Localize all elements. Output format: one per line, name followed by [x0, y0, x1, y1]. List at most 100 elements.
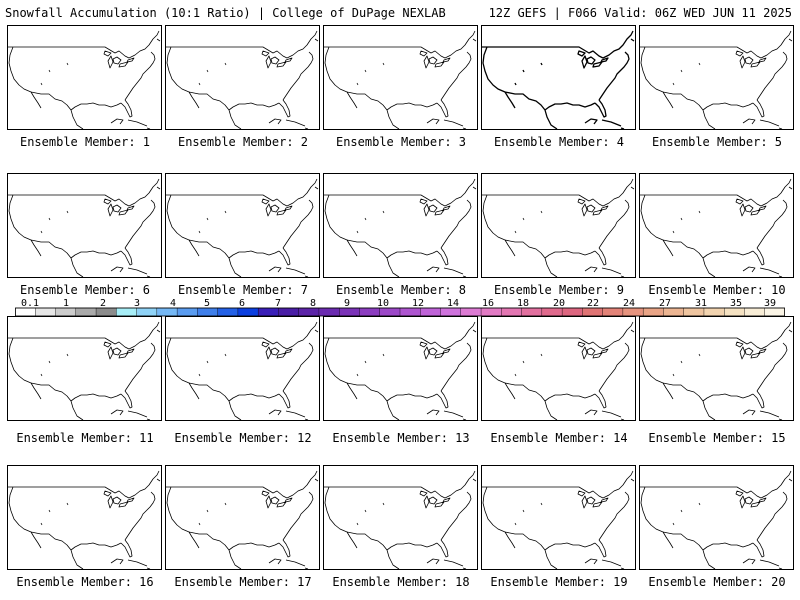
legend-color-swatch: [440, 307, 462, 317]
panel-frame: [7, 25, 162, 130]
us-outline: [639, 178, 793, 278]
legend-color-swatch: [561, 307, 583, 317]
panel-frame: [323, 316, 478, 421]
legend-tick-label: 27: [659, 298, 671, 309]
legend-color-swatch: [521, 307, 543, 317]
legend-color-swatch: [217, 307, 239, 317]
ensemble-map-panel: [481, 173, 636, 278]
legend-color-swatch: [501, 307, 523, 317]
us-outline: [165, 470, 319, 570]
us-outline: [323, 321, 477, 421]
ensemble-member-label: Ensemble Member: 10: [648, 283, 786, 297]
panel-frame: [481, 316, 636, 421]
legend-tick-label: 10: [377, 298, 389, 309]
ensemble-member-label: Ensemble Member: 2: [177, 135, 309, 149]
ensemble-map-panel: [481, 316, 636, 421]
legend-tick-label: 20: [553, 298, 565, 309]
legend-tick-label: 6: [239, 298, 245, 309]
legend-tick-label: 14: [447, 298, 459, 309]
ensemble-member-label: Ensemble Member: 14: [490, 431, 628, 445]
panel-frame: [481, 465, 636, 570]
legend-color-swatch: [257, 307, 279, 317]
snowfall-color-legend: 0.1 1 2 3 4 5 6 7 8 9 10 12 14 16 18 20 22 24 27 31 35 39: [15, 298, 785, 320]
ensemble-map-panel: [7, 316, 162, 421]
legend-color-swatch: [602, 307, 624, 317]
panel-frame: [481, 173, 636, 278]
legend-color-swatch: [116, 307, 138, 317]
legend-color-swatch: [339, 307, 360, 317]
ensemble-member-label: Ensemble Member: 1: [19, 135, 151, 149]
ensemble-map-panel: [165, 173, 320, 278]
us-outline: [323, 178, 477, 278]
panel-frame: [165, 316, 320, 421]
ensemble-member-label: Ensemble Member: 17: [174, 575, 312, 589]
panel-frame: [165, 173, 320, 278]
us-outline: [7, 30, 161, 130]
legend-color-swatch: [480, 307, 502, 317]
ensemble-member-label: Ensemble Member: 4: [493, 135, 625, 149]
legend-color-swatch: [278, 307, 300, 317]
ensemble-map-panel: [323, 465, 478, 570]
us-outline: [323, 30, 477, 130]
us-outline: [165, 321, 319, 421]
us-outline: [7, 321, 161, 421]
legend-colorbar: 0.1 1 2 3 4 5 6 7 8 9 10 12 14 16 18 20 22 24 27 31 35 39: [15, 298, 785, 317]
legend-color-swatch: [176, 307, 198, 317]
legend-tick-label: 4: [170, 298, 176, 309]
ensemble-map-panel: [639, 465, 794, 570]
ensemble-map-panel: [7, 173, 162, 278]
ensemble-member-label: Ensemble Member: 13: [332, 431, 470, 445]
ensemble-map-panel: [7, 25, 162, 130]
ensemble-map-panel: [165, 25, 320, 130]
legend-tick-label: 0.1: [21, 298, 39, 309]
ensemble-member-label: Ensemble Member: 7: [177, 283, 309, 297]
panel-frame: [323, 25, 478, 130]
legend-color-swatch: [420, 307, 442, 317]
panel-frame: [639, 316, 794, 421]
panel-frame: [639, 25, 794, 130]
panel-frame: [165, 25, 320, 130]
ensemble-member-label: Ensemble Member: 20: [648, 575, 786, 589]
legend-color-swatch: [35, 307, 57, 317]
ensemble-map-panel: [481, 25, 636, 130]
legend-color-swatch: [724, 307, 745, 317]
legend-tick-label: 8: [310, 298, 316, 309]
ensemble-member-label: Ensemble Member: 12: [174, 431, 312, 445]
us-outline: [481, 30, 635, 130]
us-outline: [639, 30, 793, 130]
legend-tick-label: 24: [623, 298, 635, 309]
us-outline: [7, 178, 161, 278]
ensemble-map-panel: [639, 173, 794, 278]
legend-color-swatch: [95, 307, 117, 317]
legend-color-swatch: [764, 307, 785, 317]
panel-frame: [639, 465, 794, 570]
ensemble-map-panel: [639, 25, 794, 130]
ensemble-map-panel: [323, 316, 478, 421]
model-valid-time: 12Z GEFS | F066 Valid: 06Z WED JUN 11 20…: [488, 6, 792, 20]
legend-tick-label: 18: [517, 298, 529, 309]
legend-color-swatch: [197, 307, 219, 317]
ensemble-member-label: Ensemble Member: 15: [648, 431, 786, 445]
ensemble-map-panel: [165, 316, 320, 421]
panel-frame: [481, 25, 636, 130]
panel-frame: [7, 173, 162, 278]
panel-frame: [7, 465, 162, 570]
legend-color-swatch: [703, 307, 725, 317]
legend-tick-label: 5: [204, 298, 210, 309]
us-outline: [7, 470, 161, 570]
panel-frame: [323, 465, 478, 570]
legend-tick-label: 35: [730, 298, 742, 309]
legend-color-swatch: [399, 307, 421, 317]
ensemble-map-panel: [165, 465, 320, 570]
panel-frame: [165, 465, 320, 570]
ensemble-member-label: Ensemble Member: 6: [19, 283, 151, 297]
panel-frame: [7, 316, 162, 421]
ensemble-map-panel: [323, 25, 478, 130]
legend-color-swatch: [622, 307, 644, 317]
legend-tick-label: 9: [344, 298, 350, 309]
ensemble-member-label: Ensemble Member: 11: [16, 431, 154, 445]
us-outline: [481, 321, 635, 421]
legend-tick-label: 16: [482, 298, 494, 309]
legend-tick-label: 12: [412, 298, 424, 309]
